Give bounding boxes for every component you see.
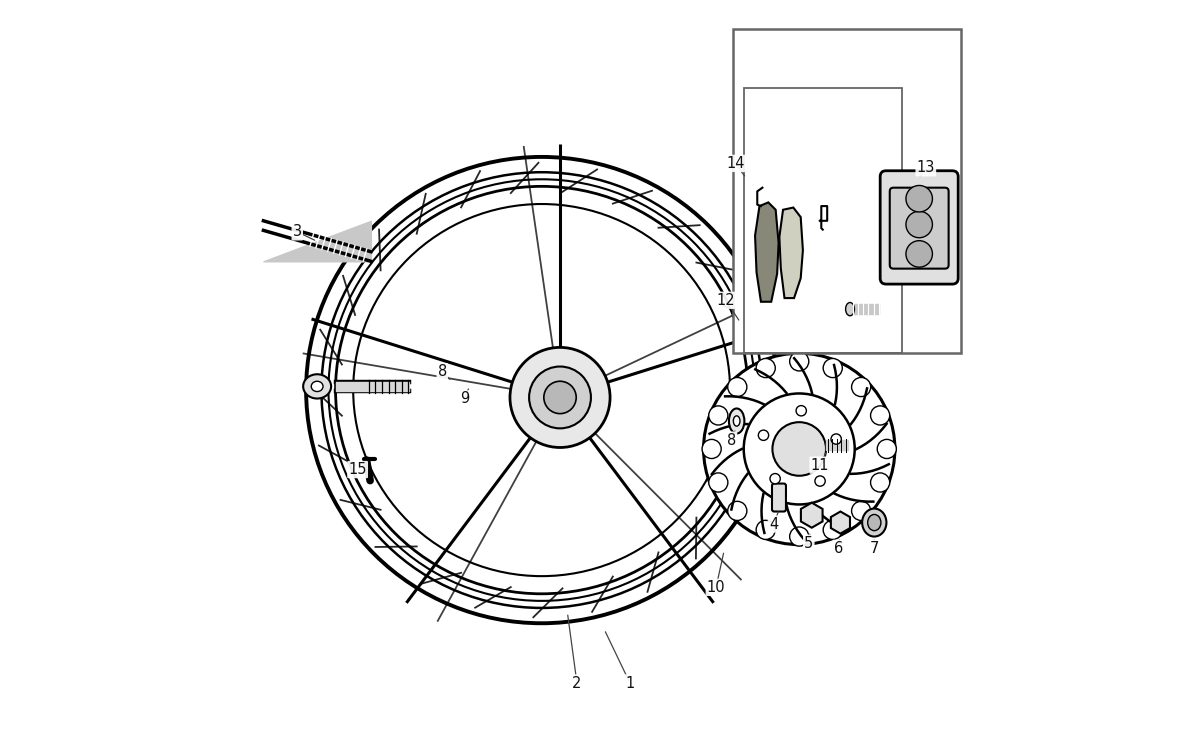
Circle shape <box>789 352 808 371</box>
Circle shape <box>906 211 932 238</box>
Circle shape <box>871 473 890 492</box>
Ellipse shape <box>729 408 745 434</box>
Text: 11: 11 <box>811 458 829 473</box>
Ellipse shape <box>311 381 323 392</box>
Ellipse shape <box>867 514 880 531</box>
Text: 7: 7 <box>870 541 879 556</box>
Circle shape <box>743 394 855 504</box>
Circle shape <box>757 520 776 539</box>
Circle shape <box>831 434 842 445</box>
FancyBboxPatch shape <box>772 484 785 512</box>
Text: 9: 9 <box>460 392 468 406</box>
Ellipse shape <box>303 375 331 399</box>
Circle shape <box>544 381 576 414</box>
Circle shape <box>906 241 932 267</box>
FancyBboxPatch shape <box>890 188 949 269</box>
Circle shape <box>789 527 808 546</box>
Circle shape <box>852 501 871 520</box>
Ellipse shape <box>335 186 748 594</box>
Circle shape <box>758 430 769 440</box>
Text: 8: 8 <box>437 364 447 379</box>
Bar <box>733 29 961 353</box>
Text: MO: MO <box>490 350 542 378</box>
Text: 3: 3 <box>293 224 301 239</box>
Bar <box>745 88 902 353</box>
Ellipse shape <box>862 509 886 537</box>
Circle shape <box>530 367 591 428</box>
Circle shape <box>770 473 781 484</box>
Text: 2: 2 <box>572 676 581 690</box>
Circle shape <box>815 476 825 486</box>
Circle shape <box>757 358 776 378</box>
Circle shape <box>877 439 896 459</box>
Text: MOTORS: MOTORS <box>489 409 543 422</box>
Circle shape <box>728 501 747 520</box>
Text: 13: 13 <box>916 160 936 175</box>
Text: 14: 14 <box>725 156 745 171</box>
Polygon shape <box>831 512 850 534</box>
Circle shape <box>871 406 890 425</box>
Polygon shape <box>801 503 823 528</box>
Text: 6: 6 <box>833 541 843 556</box>
Circle shape <box>501 339 619 456</box>
Circle shape <box>852 378 871 397</box>
Text: 8: 8 <box>727 433 736 447</box>
Circle shape <box>772 422 826 475</box>
Circle shape <box>796 406 806 416</box>
Text: 12: 12 <box>716 293 735 308</box>
Circle shape <box>704 353 895 545</box>
Circle shape <box>362 239 670 548</box>
Text: 1: 1 <box>626 676 634 690</box>
Text: 5: 5 <box>805 536 813 551</box>
Text: 10: 10 <box>706 580 725 595</box>
Ellipse shape <box>329 180 754 601</box>
Text: 4: 4 <box>769 517 778 531</box>
Circle shape <box>703 439 722 459</box>
Circle shape <box>728 378 747 397</box>
Text: 15: 15 <box>348 462 366 477</box>
Polygon shape <box>779 208 803 298</box>
Circle shape <box>709 473 728 492</box>
Polygon shape <box>755 202 778 302</box>
FancyBboxPatch shape <box>880 171 958 284</box>
Circle shape <box>906 185 932 212</box>
Ellipse shape <box>734 416 740 426</box>
Circle shape <box>709 406 728 425</box>
Ellipse shape <box>846 302 854 316</box>
Circle shape <box>510 347 610 447</box>
Circle shape <box>823 358 842 378</box>
Circle shape <box>823 520 842 539</box>
